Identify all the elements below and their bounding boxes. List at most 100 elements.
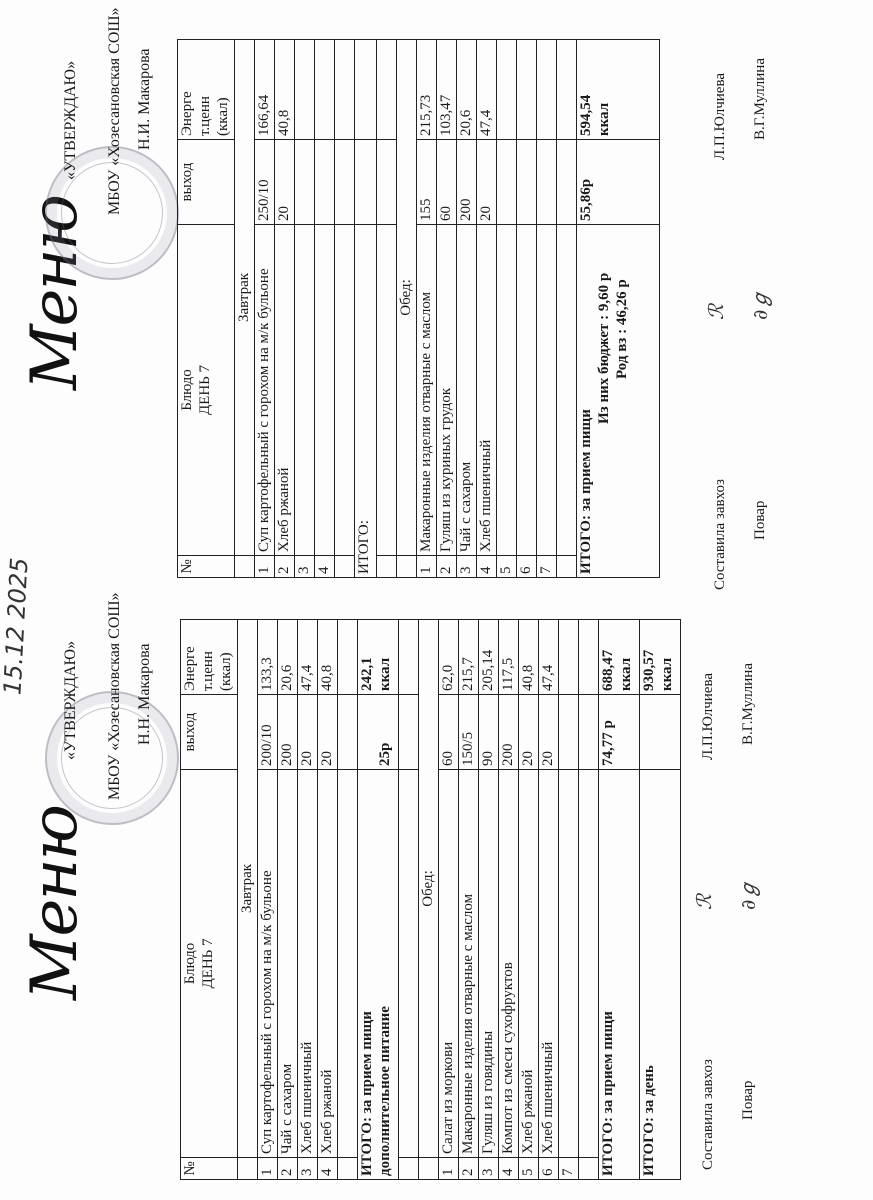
num-cell — [398, 1157, 419, 1180]
header-output: выход — [180, 694, 238, 770]
section-title: Завтрак — [234, 39, 255, 556]
section-row: Завтрак — [237, 619, 258, 1180]
header-output: выход — [177, 139, 235, 225]
handwritten-date: 15.12 2025 — [0, 556, 34, 696]
section-row: Завтрак — [234, 39, 255, 578]
dish-cell: Компот из смеси сухофруктов — [498, 769, 519, 1158]
total-label: ИТОГО: за прием пищи Из них бюджет : 9,60… — [576, 224, 660, 578]
num-cell: 5 — [518, 1157, 539, 1180]
num-cell: 2 — [436, 555, 457, 578]
num-cell: 5 — [496, 555, 517, 578]
total-label: ИТОГО: за день — [639, 769, 681, 1180]
output-cell — [516, 139, 537, 225]
num-cell: 6 — [538, 1157, 559, 1180]
section-row: Обед: — [396, 39, 417, 578]
total-row: ИТОГО: — [354, 39, 377, 578]
energy-cell — [496, 39, 517, 140]
signature-icon: ℛ — [704, 304, 728, 320]
output-cell: 20 — [476, 139, 497, 225]
energy-cell — [334, 39, 355, 140]
section-title: Обед: — [396, 39, 417, 556]
total-output: 74,77 р — [598, 694, 640, 770]
approve-label: «УТВЕРЖДАЮ» — [62, 640, 79, 760]
section-row: Обед: — [418, 619, 439, 1180]
dish-cell — [334, 224, 355, 556]
dish-cell: Гуляш из куриных грудок — [436, 224, 457, 556]
energy-cell — [337, 619, 358, 695]
num-cell: 4 — [476, 555, 497, 578]
cook-label: Повар — [752, 500, 768, 540]
dish-cell — [516, 224, 537, 556]
table-header: № Блюдо ДЕНЬ 7 выход Энерге т.ценн (ккал) — [180, 619, 238, 1180]
output-cell: 20 — [297, 694, 318, 770]
energy-cell: 47,4 — [538, 619, 559, 695]
total-energy: 930,57 ккал — [639, 619, 681, 695]
num-cell: 1 — [438, 1157, 459, 1180]
output-cell: 20 — [538, 694, 559, 770]
dish-cell — [398, 769, 419, 1158]
storekeeper-name: Л.П.Юлчиева — [700, 673, 716, 760]
dish-cell — [536, 224, 557, 556]
dish-cell — [578, 769, 599, 1158]
dish-cell: Хлеб ржаной — [518, 769, 539, 1158]
dish-cell — [558, 769, 579, 1158]
director-name: Н.И. Макарова — [136, 48, 153, 150]
table-row: 3 Чай с сахаром 200 20,6 — [456, 39, 477, 578]
total-row: ИТОГО: за прием пищи дополнительное пита… — [357, 619, 399, 1180]
energy-cell — [558, 619, 579, 695]
output-cell — [536, 139, 557, 225]
signature-icon: ∂ℊ — [736, 879, 760, 910]
dish-cell: Суп картофельный с горохом на м/к бульон… — [257, 769, 278, 1158]
output-cell — [496, 139, 517, 225]
output-cell: 20 — [518, 694, 539, 770]
dish-cell: Хлеб пшеничный — [297, 769, 318, 1158]
table-row: 4 Компот из смеси сухофруктов 200 117,5 — [498, 619, 519, 1180]
table-row: 6 — [516, 39, 537, 578]
output-cell — [556, 139, 577, 225]
table-row: 3 Хлеб пшеничный 20 47,4 — [297, 619, 318, 1180]
dish-cell: Макаронные изделия отварные с маслом — [416, 224, 437, 556]
num-cell: 3 — [456, 555, 477, 578]
dish-cell: Хлеб пшеничный — [538, 769, 559, 1158]
energy-cell — [556, 39, 577, 140]
dish-cell — [337, 769, 358, 1158]
approve-label: «УТВЕРЖДАЮ» — [62, 60, 79, 180]
table-row — [556, 39, 577, 578]
num-cell — [556, 555, 577, 578]
dish-cell: Суп картофельный с горохом на м/к бульон… — [254, 224, 275, 556]
header-num: № — [177, 555, 235, 578]
output-cell: 200 — [498, 694, 519, 770]
dish-cell: Хлеб ржаной — [274, 224, 295, 556]
dish-cell: Макаронные изделия отварные с маслом — [458, 769, 479, 1158]
num-cell — [578, 1157, 599, 1180]
storekeeper-name: Л.П.Юлчиева — [712, 73, 728, 160]
num-cell: 4 — [317, 1157, 338, 1180]
table-row — [334, 39, 355, 578]
dish-cell: Хлеб пшеничный — [476, 224, 497, 556]
director-name: Н.Н. Макарова — [136, 643, 153, 745]
table-row: 4 Хлеб ржаной 20 40,8 — [317, 619, 338, 1180]
table-row: 2 Хлеб ржаной 20 40,8 — [274, 39, 295, 578]
energy-cell — [294, 39, 315, 140]
total-label-text: ИТОГО: за прием пищи — [578, 409, 594, 574]
table-row: 2 Гуляш из куриных грудок 60 103,47 — [436, 39, 457, 578]
parents-amount: Род вз : 46,26 р — [614, 279, 630, 379]
num-cell — [237, 1157, 258, 1180]
output-cell: 90 — [478, 694, 499, 770]
cook-label: Повар — [740, 1080, 756, 1120]
energy-cell: 133,3 — [257, 619, 278, 695]
num-cell: 3 — [297, 1157, 318, 1180]
signature-icon: ∂ℊ — [748, 289, 772, 320]
table-row: 1 Макаронные изделия отварные с маслом 155… — [416, 39, 437, 578]
section-title: Завтрак — [237, 619, 258, 1158]
table-row — [337, 619, 358, 1180]
dish-cell: Чай с сахаром — [277, 769, 298, 1158]
table-row: 7 — [558, 619, 579, 1180]
table-row — [376, 39, 397, 578]
num-cell: 2 — [277, 1157, 298, 1180]
num-cell — [418, 1157, 439, 1180]
num-cell: 1 — [257, 1157, 278, 1180]
output-cell: 200/10 — [257, 694, 278, 770]
energy-cell: 103,47 — [436, 39, 457, 140]
total-energy — [354, 39, 377, 140]
